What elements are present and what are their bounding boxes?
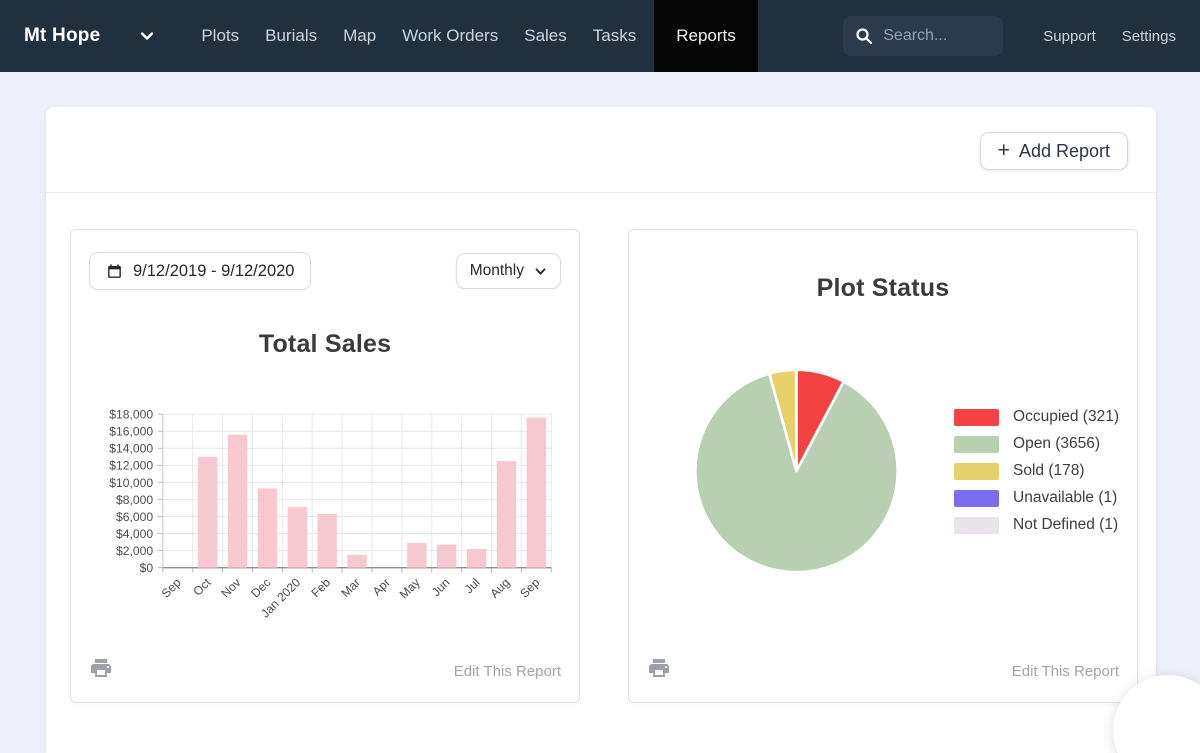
svg-text:$12,000: $12,000 [109,459,153,473]
svg-text:Jul: Jul [462,575,483,596]
total-sales-bar-chart[interactable]: $0 $2,000 $4,000 $6,000 $8,000 $10,000 $12,000… [89,403,561,641]
bar-jun [436,544,457,568]
chevron-down-icon [534,265,547,278]
add-report-label: Add Report [1018,140,1110,161]
bar-may [407,542,427,568]
svg-text:Aug: Aug [487,575,512,600]
print-button[interactable] [89,656,113,680]
legend-swatch [954,516,1000,534]
svg-text:Mar: Mar [338,575,363,600]
svg-text:$10,000: $10,000 [109,476,153,490]
nav-item-settings[interactable]: Settings [1121,27,1176,45]
svg-text:Feb: Feb [308,575,333,600]
brand-logo[interactable]: Mt Hope [24,25,101,46]
svg-text:$8,000: $8,000 [116,493,153,507]
legend-item-not-defined[interactable]: Not Defined (1) [954,516,1119,534]
pie-slice-open [693,372,900,574]
bar-aug [496,461,517,568]
nav-item-sales[interactable]: Sales [524,26,567,45]
legend-swatch [954,435,1000,453]
top-navbar: Mt Hope Plots Burials Map Work Orders Sa… [0,0,1200,72]
svg-text:Sep: Sep [517,575,542,600]
legend-swatch [954,462,1000,480]
legend-label: Sold (178) [1013,462,1085,479]
bar-jan-2020 [287,507,307,568]
bar-sep [526,417,547,568]
svg-text:May: May [397,575,424,602]
panel-header: + Add Report [46,107,1156,193]
svg-text:$18,000: $18,000 [109,408,153,422]
pie-legend: Occupied (321) Open (3656) Sold (178) Unava… [954,408,1119,534]
nav-item-support[interactable]: Support [1043,27,1096,45]
plus-icon: + [997,138,1010,162]
svg-text:$16,000: $16,000 [109,425,153,439]
bar-oct [197,456,218,568]
svg-text:$2,000: $2,000 [116,544,153,558]
date-range-picker[interactable]: 9/12/2019 - 9/12/2020 [89,252,312,290]
svg-text:Sep: Sep [159,575,184,600]
legend-swatch [954,408,1000,426]
search-icon [855,27,873,45]
legend-label: Unavailable (1) [1013,489,1118,506]
svg-text:Nov: Nov [218,575,244,601]
plot-status-pie-chart[interactable] [661,321,932,621]
plot-status-card: Plot Status Occupied (321) Open (3656) Sol… [628,229,1138,703]
edit-report-link[interactable]: Edit This Report [453,663,561,680]
nav-item-work-orders[interactable]: Work Orders [402,26,499,45]
bar-jul [466,548,487,568]
search-box[interactable] [843,16,1004,56]
status-chart-title: Plot Status [816,274,950,302]
nav-item-tasks[interactable]: Tasks [592,26,637,45]
interval-select[interactable]: Monthly [455,253,561,289]
nav-item-burials[interactable]: Burials [265,26,318,45]
date-range-label: 9/12/2019 - 9/12/2020 [133,261,295,280]
brand-menu-toggle[interactable] [138,27,156,45]
pie-slice-sold [767,368,798,473]
legend-label: Not Defined (1) [1013,516,1119,533]
svg-text:Dec: Dec [248,575,273,600]
svg-text:Oct: Oct [190,575,214,599]
chevron-down-icon [138,27,156,45]
nav-links: Plots Burials Map Work Orders Sales Task… [188,0,758,72]
search-input[interactable] [883,27,992,45]
svg-text:$6,000: $6,000 [116,510,153,524]
print-button[interactable] [647,656,671,680]
legend-item-occupied[interactable]: Occupied (321) [954,408,1119,426]
svg-text:$4,000: $4,000 [116,527,153,541]
legend-label: Open (3656) [1013,435,1101,452]
bar-feb [317,513,337,568]
sales-chart-title: Total Sales [258,330,392,358]
bar-mar [347,554,367,568]
svg-text:$0: $0 [140,561,154,575]
svg-text:Apr: Apr [370,575,393,598]
legend-item-unavailable[interactable]: Unavailable (1) [954,489,1119,507]
interval-value: Monthly [469,262,524,279]
legend-item-open[interactable]: Open (3656) [954,435,1119,453]
nav-item-map[interactable]: Map [343,26,377,45]
bar-dec [257,488,278,568]
reports-panel: + Add Report 9/12/2019 - 9/12/2020 Month… [46,107,1156,753]
edit-report-link[interactable]: Edit This Report [1011,663,1119,680]
total-sales-card: 9/12/2019 - 9/12/2020 Monthly Total Sale… [70,229,580,703]
legend-item-sold[interactable]: Sold (178) [954,462,1119,480]
calendar-icon [106,263,123,280]
nav-item-reports-active[interactable]: Reports [654,0,758,72]
svg-text:Jun: Jun [429,575,453,599]
nav-item-plots[interactable]: Plots [201,26,240,45]
add-report-button[interactable]: + Add Report [979,132,1128,170]
legend-swatch [954,489,1000,507]
bar-nov [227,434,248,568]
svg-text:$14,000: $14,000 [109,442,153,456]
legend-label: Occupied (321) [1013,408,1119,425]
